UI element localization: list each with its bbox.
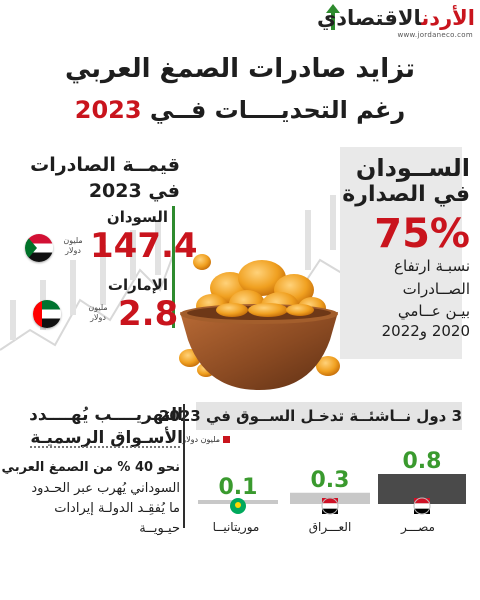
value-label-1: 0.3 (311, 468, 350, 493)
unit-label-uae: مليون دولار (80, 303, 116, 323)
smuggling-title-line1: التهريــــب يُهــــدد (29, 405, 183, 425)
legend-swatch (223, 436, 230, 443)
sudan-panel-heading: الســودان (355, 154, 470, 182)
country-label-sudan: السودان (106, 208, 168, 226)
sudan-panel-line6: 2020 و2022 (381, 322, 470, 340)
sudan-panel-line4: الصــادرات (402, 280, 470, 298)
unit-line1: مليون (88, 303, 108, 312)
category-label-mauritania: موريتانيــا (212, 520, 260, 534)
value-label-2: 0.1 (219, 475, 258, 500)
logo-word-red: الأردن (421, 6, 475, 30)
unit-line2: دولار (90, 313, 106, 322)
gum-arabic-bowl-image (179, 254, 340, 390)
chart-legend: مليون دولار (182, 435, 230, 444)
sudan-panel-subheading: في الصدارة (342, 182, 470, 207)
dark-divider (183, 404, 185, 528)
page-subtitle: رغم التحديــــات فــي 2023 (0, 96, 480, 124)
growth-arrow-icon (326, 4, 340, 30)
category-label-iraq: العـــراق (308, 520, 352, 534)
unit-line2: دولار (65, 246, 81, 255)
category-label-egypt: مصـــر (400, 520, 435, 534)
unit-line1: مليون (63, 236, 83, 245)
export-value-sudan: 147.4 (90, 226, 198, 266)
logo-url: www.jordaneco.com (397, 31, 473, 39)
smuggling-title-line2: الأسـواق الرسميـة (30, 428, 183, 448)
sudan-highlight-panel (340, 147, 462, 359)
unit-label-sudan: مليون دولار (55, 236, 91, 256)
dotted-separator (30, 446, 180, 448)
sudan-growth-percent: 75% (374, 211, 470, 257)
flag-marker-1 (321, 497, 339, 515)
page-title: تزايد صادرات الصمغ العربي (64, 54, 416, 84)
market-chart-header: 3 دول نــاشئــة تدخـل الســوق في 2023 (159, 402, 462, 430)
market-bar-chart: 0.8 0.3 0.1 (198, 449, 466, 515)
flag-marker-2 (230, 498, 246, 514)
export-value-title: قيمــة الصادرات في 2023 (10, 152, 180, 204)
export-value-title-line1: قيمــة الصادرات (30, 154, 180, 176)
export-value-uae: 2.8 (118, 294, 179, 334)
logo-wordmark: الأردنالاقتصادي (317, 4, 475, 32)
sudan-panel-line5: بيـن عــامي (397, 302, 470, 320)
subtitle-text: رغم التحديــــات فــي (141, 96, 406, 124)
smuggling-body-line2: السوداني يُهرب عبر الحـدود (31, 481, 180, 496)
export-value-title-line2: في 2023 (88, 180, 180, 202)
smuggling-body-line4: حيـويــة (139, 521, 180, 536)
sudan-flag-icon (25, 234, 53, 262)
smuggling-body-line3: ما يُفقِـد الدولـة إيرادات (54, 501, 180, 516)
logo-word-dark: الاقتصادي (316, 6, 422, 30)
smuggling-body-line1: نحو 40 % من الصمغ العربي (1, 460, 180, 475)
country-label-uae: الإمارات (107, 276, 168, 294)
flag-marker-0 (413, 497, 431, 515)
uae-flag-icon (33, 300, 61, 328)
brand-logo: الأردنالاقتصادي www.jordaneco.com (317, 4, 475, 44)
green-divider (172, 206, 175, 328)
sudan-panel-line3: نسبـة ارتفاع (394, 257, 470, 275)
subtitle-year: 2023 (74, 96, 142, 124)
value-label-0: 0.8 (403, 449, 442, 474)
legend-label: مليون دولار (182, 435, 220, 444)
